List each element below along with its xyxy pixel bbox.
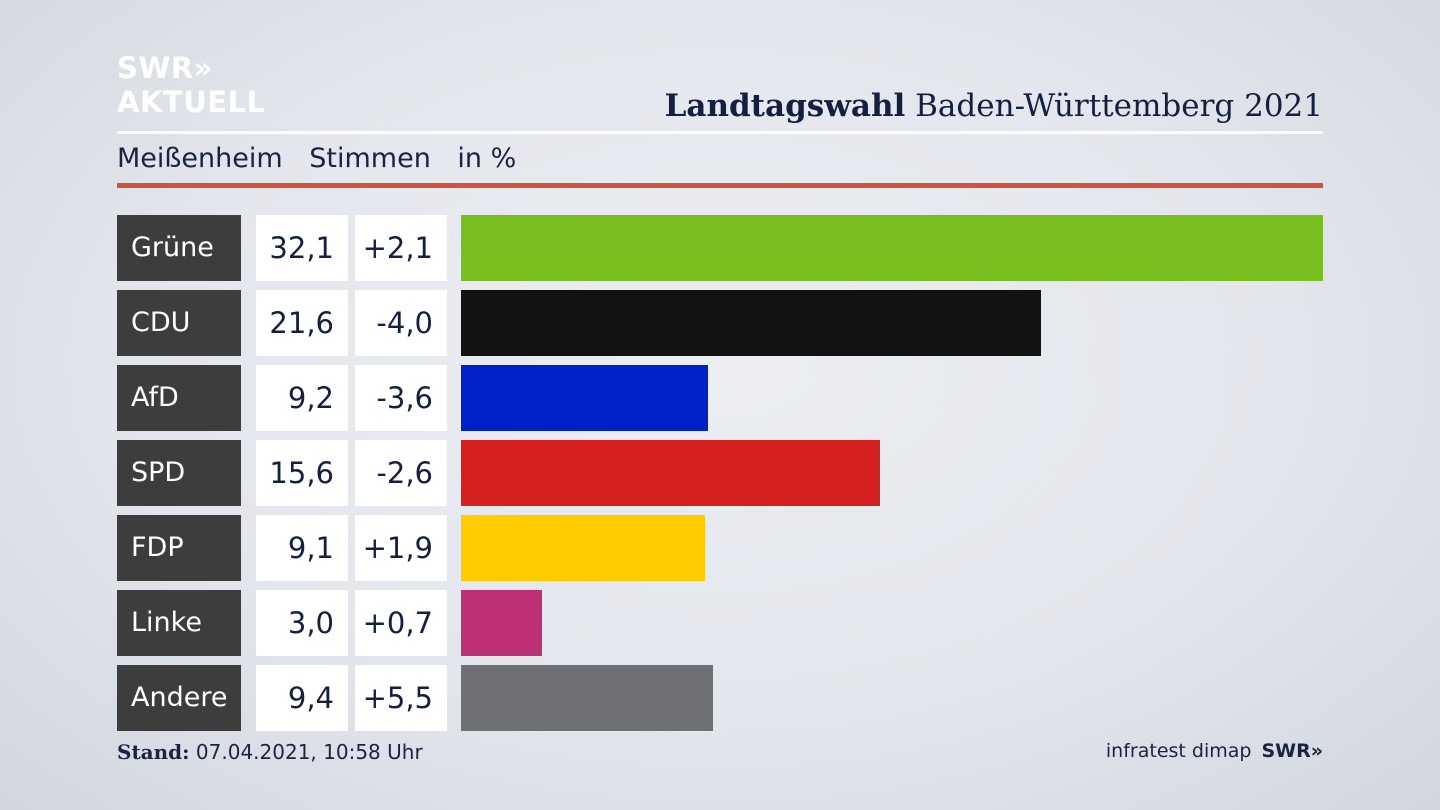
logo-line2: AKTUELL: [117, 85, 266, 119]
vote-share-label: 3,0: [256, 590, 348, 656]
source-text: infratest dimap: [1105, 740, 1252, 762]
bar: [461, 365, 708, 431]
bar: [461, 590, 542, 656]
party-label: CDU: [117, 290, 241, 356]
change-label: -4,0: [355, 290, 447, 356]
bar-row: Andere 9,4 +5,5: [117, 665, 1323, 731]
bar: [461, 515, 705, 581]
change-label: -2,6: [355, 440, 447, 506]
change-label: +1,9: [355, 515, 447, 581]
bar: [461, 290, 1041, 356]
bar-row: Linke 3,0 +0,7: [117, 590, 1323, 656]
title-bold: Landtagswahl: [664, 88, 906, 124]
change-label: -3,6: [355, 365, 447, 431]
logo-line1: SWR»: [117, 51, 213, 85]
vote-share-label: 9,4: [256, 665, 348, 731]
bar: [461, 215, 1323, 281]
timestamp: Stand: 07.04.2021, 10:58 Uhr: [117, 740, 423, 764]
bar-row: AfD 9,2 -3,6: [117, 365, 1323, 431]
measure-label: Stimmen: [309, 143, 431, 174]
vote-share-label: 32,1: [256, 215, 348, 281]
header-divider: [117, 131, 1323, 134]
bar-row: CDU 21,6 -4,0: [117, 290, 1323, 356]
vote-share-label: 21,6: [256, 290, 348, 356]
bar-row: FDP 9,1 +1,9: [117, 515, 1323, 581]
bar-row: SPD 15,6 -2,6: [117, 440, 1323, 506]
accent-divider: [117, 183, 1323, 188]
stand-value: 07.04.2021, 10:58 Uhr: [189, 740, 423, 764]
party-label: FDP: [117, 515, 241, 581]
party-label: Linke: [117, 590, 241, 656]
swr-logo-small: SWR»: [1261, 740, 1323, 762]
bar: [461, 665, 713, 731]
unit-label: in %: [457, 143, 517, 174]
page-title: Landtagswahl Baden-Württemberg 2021: [665, 88, 1323, 124]
party-label: SPD: [117, 440, 241, 506]
change-label: +5,5: [355, 665, 447, 731]
party-label: Andere: [117, 665, 241, 731]
stand-label: Stand:: [117, 740, 190, 764]
swr-aktuell-logo: SWR» AKTUELL: [117, 54, 266, 117]
change-label: +0,7: [355, 590, 447, 656]
place-label: Meißenheim: [117, 143, 283, 174]
bar: [461, 440, 880, 506]
chart-subtitle: Meißenheim Stimmen in %: [117, 143, 534, 174]
bar-row: Grüne 32,1 +2,1: [117, 215, 1323, 281]
party-label: Grüne: [117, 215, 241, 281]
title-rest: Baden-Württemberg 2021: [905, 88, 1323, 124]
party-label: AfD: [117, 365, 241, 431]
vote-share-label: 15,6: [256, 440, 348, 506]
source-credit: infratest dimap SWR»: [1106, 740, 1323, 762]
change-label: +2,1: [355, 215, 447, 281]
vote-share-label: 9,2: [256, 365, 348, 431]
vote-share-label: 9,1: [256, 515, 348, 581]
